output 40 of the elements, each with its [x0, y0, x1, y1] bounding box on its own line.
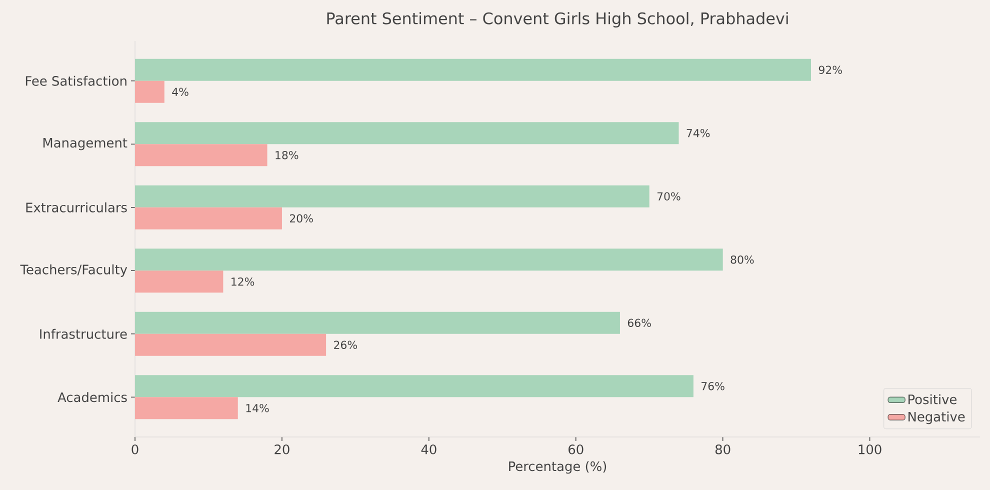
data-label: 74% [686, 128, 710, 138]
data-label: 12% [232, 277, 254, 286]
y-tick-label: Academics [58, 392, 127, 402]
data-label: 80% [730, 255, 754, 264]
x-tick-label: 20 [274, 444, 290, 454]
legend-label: Positive [908, 394, 957, 404]
y-tick-label: Fee Satisfaction [26, 76, 126, 86]
x-tick-label: 80 [715, 444, 730, 454]
bar [135, 248, 723, 271]
bar [135, 334, 326, 356]
bar [135, 80, 164, 103]
data-label: 4% [172, 88, 188, 96]
y-tick-label: Teachers/Faculty [20, 264, 128, 277]
bar [135, 397, 238, 420]
x-axis-title: Percentage (%) [509, 461, 606, 474]
bar [135, 185, 650, 208]
data-label: 70% [657, 192, 680, 200]
data-label: 18% [276, 150, 298, 160]
data-label: 14% [246, 404, 269, 412]
y-tick-label: Extracurriculars [26, 202, 127, 212]
data-label: 76% [702, 382, 724, 390]
bar [135, 312, 620, 334]
data-label: 92% [818, 66, 842, 74]
bar [135, 207, 282, 230]
x-tick-label: 0 [132, 444, 138, 454]
data-label: 66% [628, 318, 651, 328]
x-tick-label: 40 [421, 444, 436, 454]
bar [135, 58, 812, 81]
y-tick-label: Infrastructure [40, 328, 127, 339]
bar [135, 122, 679, 144]
data-label: 20% [290, 214, 313, 223]
bar [135, 144, 268, 166]
bar [135, 375, 694, 398]
x-tick-label: 100 [858, 444, 882, 454]
data-label: 26% [334, 340, 357, 350]
y-tick-label: Management [43, 138, 128, 150]
x-tick-label: 60 [568, 444, 584, 454]
legend-label: Negative [908, 412, 965, 424]
chart-title: Parent Sentiment – Convent Girls High School, Prabhadevi [327, 12, 788, 28]
bar [135, 270, 224, 293]
